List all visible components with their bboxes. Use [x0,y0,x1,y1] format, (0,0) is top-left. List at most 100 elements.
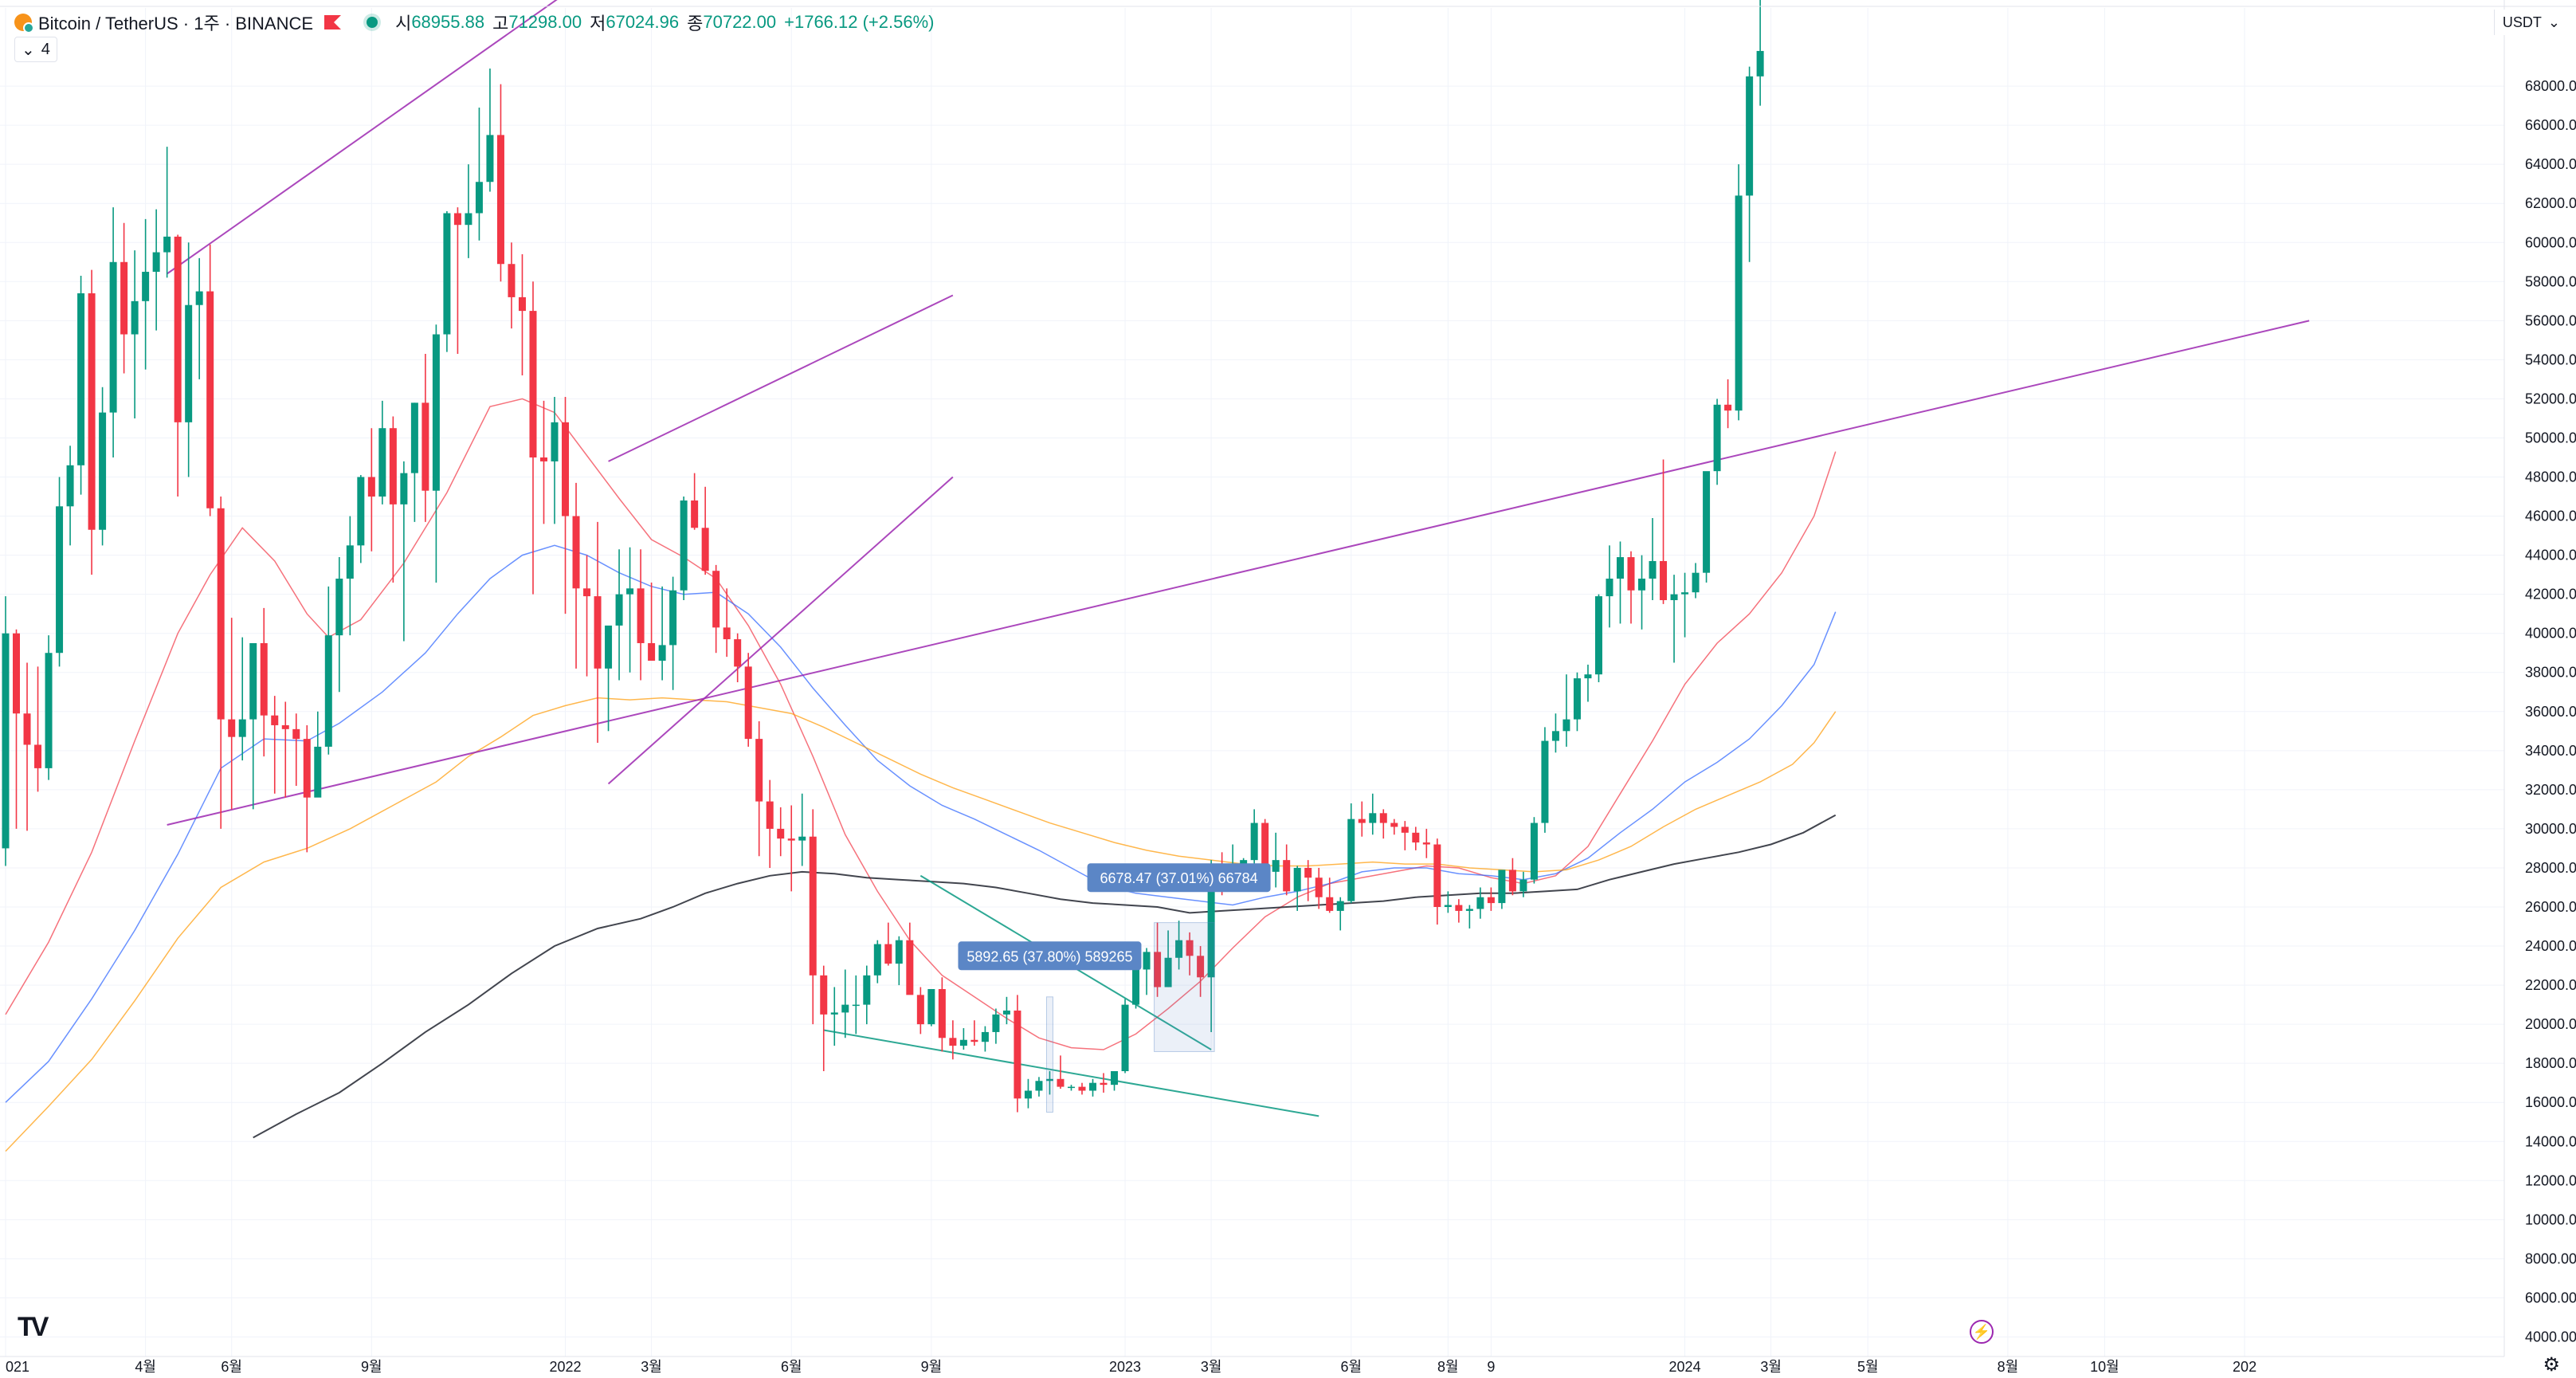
indicators-toggle[interactable]: ⌄ 4 [14,37,57,62]
symbol-title[interactable]: Bitcoin / TetherUS · 1주 · BINANCE [38,14,314,33]
candle [1111,1070,1119,1091]
candle [1336,897,1344,931]
price-tick-label: 18000.00 [2525,1055,2576,1071]
candle-body [841,1004,849,1013]
chevron-down-icon: ⌄ [22,41,35,59]
candle [551,396,559,524]
candle-body [605,625,613,669]
chart-header: Bitcoin / TetherUS · 1주 · BINANCE 시 68955… [0,0,943,45]
candle [77,275,85,495]
candle [1089,1078,1097,1097]
candle-body [421,402,429,491]
candle-body [1606,579,1613,597]
candle [66,446,74,546]
candle [34,666,42,792]
candle-body [551,422,559,461]
candle-body [400,473,408,504]
candle [1390,819,1398,835]
gear-icon[interactable]: ⚙ [2543,1354,2560,1376]
candle [346,516,354,636]
candle [723,588,731,658]
candle-body [562,422,570,516]
candle-body [1422,842,1430,845]
candle-body [1326,897,1334,911]
price-tick-label: 38000.00 [2525,665,2576,681]
measure-box [1154,922,1215,1052]
ma-gray-line [253,814,1837,1139]
time-tick-label: 9월 [361,1359,382,1375]
time-tick-label: 3월 [1760,1359,1782,1375]
price-tick-label: 56000.00 [2525,312,2576,328]
high-label: 고 [492,14,509,33]
price-tick-label: 52000.00 [2525,391,2576,406]
candle [605,625,613,732]
candle [486,69,494,192]
candle-body [453,213,461,226]
candle [1444,891,1452,913]
candle-body [1014,1010,1021,1099]
price-tick-label: 44000.00 [2525,548,2576,563]
candle [712,564,720,654]
currency-selector[interactable]: USDT ⌄ [2493,10,2568,35]
time-tick-label: 202 [2233,1359,2256,1375]
candle-body [88,293,96,530]
candle [766,779,774,868]
price-tick-label: 66000.00 [2525,117,2576,133]
candle-body [109,261,117,413]
candle [572,482,580,669]
candle [163,147,171,278]
candle [508,242,516,329]
price-tick-label: 60000.00 [2525,234,2576,250]
candle-body [303,739,311,798]
candle-body [691,500,699,528]
tradingview-logo-icon[interactable]: TV [18,1312,49,1342]
purple-channel-lower [607,476,954,785]
candle [809,809,817,1025]
candle-body [895,940,903,964]
candle-body [809,836,817,976]
candle-body [970,1039,978,1042]
candle-body [820,975,828,1015]
candle [99,387,107,546]
price-tick-label: 26000.00 [2525,899,2576,915]
time-tick-label: 3월 [1201,1359,1222,1375]
ma-red-line [5,398,1837,1050]
close-label: 종 [687,14,704,33]
candle-body [56,506,64,654]
candle-body [1207,867,1215,978]
candle [389,416,397,583]
candle-body [508,264,516,297]
candle [1024,1078,1032,1109]
candle-body [1476,897,1484,909]
candle-body [1465,909,1473,911]
lightning-icon[interactable]: ⚡ [1970,1320,1994,1344]
flag-icon[interactable] [324,15,342,29]
time-tick-label: 8월 [1998,1359,2019,1375]
candle-body [723,627,731,640]
candle [691,473,699,530]
candle-body [1508,870,1516,892]
candle [1035,1077,1043,1097]
candle-body [1562,719,1570,732]
candle [1660,459,1668,604]
candle-body [1519,879,1527,892]
candle [260,607,268,757]
candle [1304,860,1312,901]
price-tick-label: 8000.00 [2525,1250,2576,1266]
candle-body [594,596,602,669]
candle [120,222,128,374]
price-axis-bg [2504,0,2576,1378]
price-tick-label: 28000.00 [2525,860,2576,876]
low-value: 67024.96 [606,12,680,32]
candle-body [443,213,451,335]
candle-body [518,296,526,312]
candle [916,987,924,1034]
market-status-icon[interactable] [367,17,378,28]
time-tick-label: 6월 [781,1359,802,1375]
candle-body [1617,557,1624,579]
candle-body [66,465,74,507]
candle [217,497,225,829]
candle-body [23,713,31,745]
candle [271,696,279,794]
